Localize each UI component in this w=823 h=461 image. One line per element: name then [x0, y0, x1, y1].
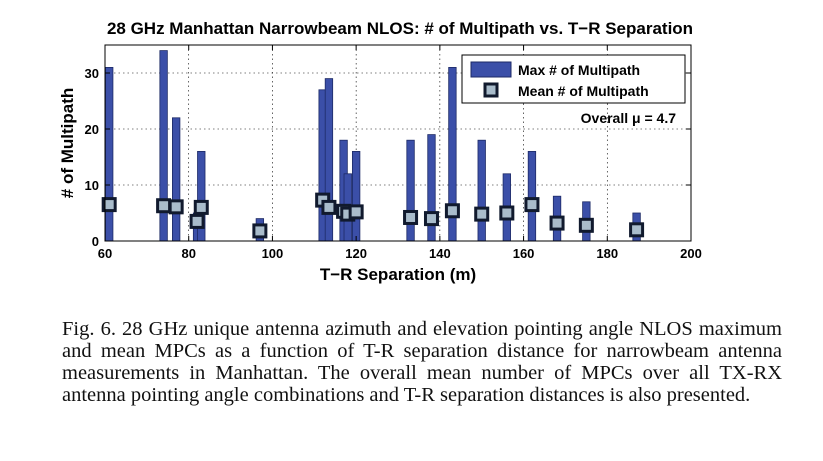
mean-multipath-marker — [578, 217, 594, 233]
gridlines — [105, 45, 691, 241]
max-multipath-bar — [172, 117, 181, 242]
figure-caption: Fig. 6. 28 GHz unique antenna azimuth an… — [62, 318, 782, 406]
legend-bar-swatch — [470, 61, 512, 78]
chart: 28 GHz Manhattan Narrowbeam NLOS: # of M… — [58, 19, 702, 284]
x-tick-label: 60 — [98, 246, 112, 261]
overall-mean-annotation: Overall μ = 4.7 — [581, 110, 677, 126]
y-axis-label: # of Multipath — [58, 88, 77, 198]
max-multipath-bar — [406, 139, 415, 242]
x-tick-label: 160 — [513, 246, 535, 261]
y-tick-label: 0 — [92, 234, 99, 249]
mean-multipath-marker — [474, 206, 490, 222]
mean-multipath-marker — [193, 199, 209, 215]
y-tick-label: 20 — [85, 122, 99, 137]
legend: Max # of Multipath Mean # of Multipath — [461, 54, 686, 104]
mean-multipath-marker — [348, 204, 364, 220]
x-tick-label: 140 — [429, 246, 451, 261]
mean-multipath-marker — [321, 199, 337, 215]
x-tick-label: 80 — [181, 246, 195, 261]
max-multipath-bar — [477, 139, 486, 242]
x-tick-label: 100 — [262, 246, 284, 261]
chart-title: 28 GHz Manhattan Narrowbeam NLOS: # of M… — [107, 19, 693, 38]
mean-multipath-marker — [629, 222, 645, 238]
max-multipath-bar — [324, 78, 334, 242]
x-tick-label: 180 — [596, 246, 618, 261]
axis-ticks: 60 80 100 120 140 160 180 200 0 10 20 30 — [85, 45, 702, 261]
mean-multipath-marker — [252, 223, 268, 239]
x-tick-label: 200 — [680, 246, 702, 261]
x-tick-label: 120 — [345, 246, 367, 261]
max-multipath-bar — [351, 150, 361, 242]
mean-multipath-marker — [101, 197, 117, 213]
mean-multipath-marker — [524, 197, 540, 213]
x-axis-label: T−R Separation (m) — [320, 265, 476, 284]
mean-multipath-marker — [423, 211, 439, 227]
max-multipath-bar — [527, 150, 537, 242]
legend-max-label: Max # of Multipath — [518, 62, 640, 78]
legend-mean-label: Mean # of Multipath — [518, 83, 649, 99]
mean-multipath-marker — [189, 213, 205, 229]
mean-multipath-marker — [444, 203, 460, 219]
mean-multipath-marker — [549, 215, 565, 231]
y-tick-label: 10 — [85, 178, 99, 193]
legend-marker-swatch — [483, 82, 499, 98]
plot-frame — [104, 44, 692, 242]
marker-series — [101, 192, 645, 239]
mean-multipath-marker — [168, 199, 184, 215]
mean-multipath-marker — [156, 198, 172, 214]
max-multipath-bar — [105, 67, 114, 242]
mean-multipath-marker — [499, 205, 515, 221]
mean-multipath-marker — [403, 209, 419, 225]
y-tick-label: 30 — [85, 66, 99, 81]
